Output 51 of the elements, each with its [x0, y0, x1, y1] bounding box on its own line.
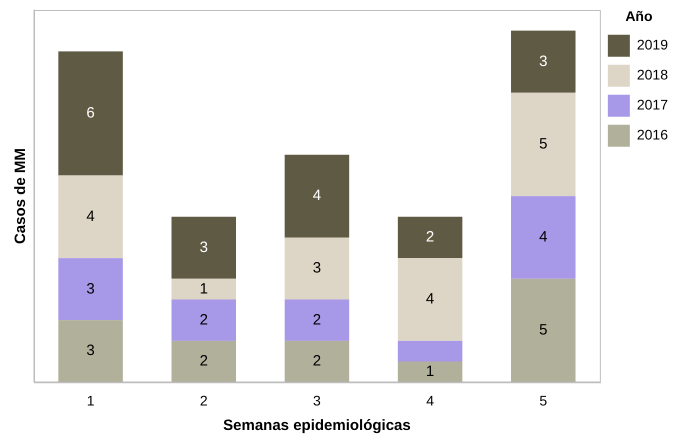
data-label: 4	[312, 187, 322, 204]
data-label: 4	[426, 290, 434, 308]
data-label: 3	[539, 52, 548, 70]
bar	[284, 237, 350, 300]
data-label: 5	[539, 136, 548, 153]
bar	[58, 258, 123, 320]
bar	[511, 30, 576, 93]
legend-label: 2016	[636, 126, 668, 143]
data-label: 5	[539, 321, 548, 338]
data-label: 1	[200, 280, 208, 298]
bar	[58, 51, 123, 176]
x-tick-label: 2	[200, 392, 208, 408]
data-label: 6	[86, 104, 95, 122]
bar	[511, 92, 576, 196]
bar	[172, 299, 236, 341]
bar	[58, 320, 123, 382]
data-label: 4	[86, 208, 95, 225]
x-tick-label: 1	[86, 392, 95, 408]
data-label: 2	[312, 311, 322, 328]
x-axis-title: Semanas epidemiológicas	[223, 417, 411, 434]
data-label: 3	[312, 260, 322, 277]
bar	[284, 154, 350, 238]
data-label: 4	[539, 228, 548, 246]
legend-title: Año	[625, 8, 653, 24]
data-label: 2	[200, 352, 208, 370]
bar	[511, 196, 576, 279]
x-tick-label: 3	[313, 392, 322, 408]
bar	[398, 216, 462, 258]
data-label: 3	[86, 342, 95, 360]
bar	[398, 258, 462, 341]
data-label: 2	[312, 352, 322, 370]
bar	[511, 278, 576, 382]
bar	[398, 340, 462, 362]
y-axis-title: Casos de MM	[12, 148, 30, 244]
data-label: 3	[200, 238, 208, 256]
bar	[284, 340, 350, 382]
bar	[398, 362, 462, 382]
bar	[58, 175, 123, 258]
legend-label: 2019	[636, 36, 668, 53]
x-tick-label: 4	[426, 392, 434, 408]
legend-label: 2017	[636, 96, 668, 113]
bar	[172, 278, 236, 300]
bar	[172, 340, 236, 382]
bar	[172, 216, 236, 279]
data-label: 1	[426, 362, 434, 380]
data-label: 2	[426, 228, 434, 246]
data-label: 3	[86, 280, 95, 298]
bar	[284, 299, 350, 341]
x-tick-label: 5	[539, 392, 548, 408]
data-label: 2	[200, 311, 208, 328]
legend-label: 2018	[636, 66, 668, 83]
